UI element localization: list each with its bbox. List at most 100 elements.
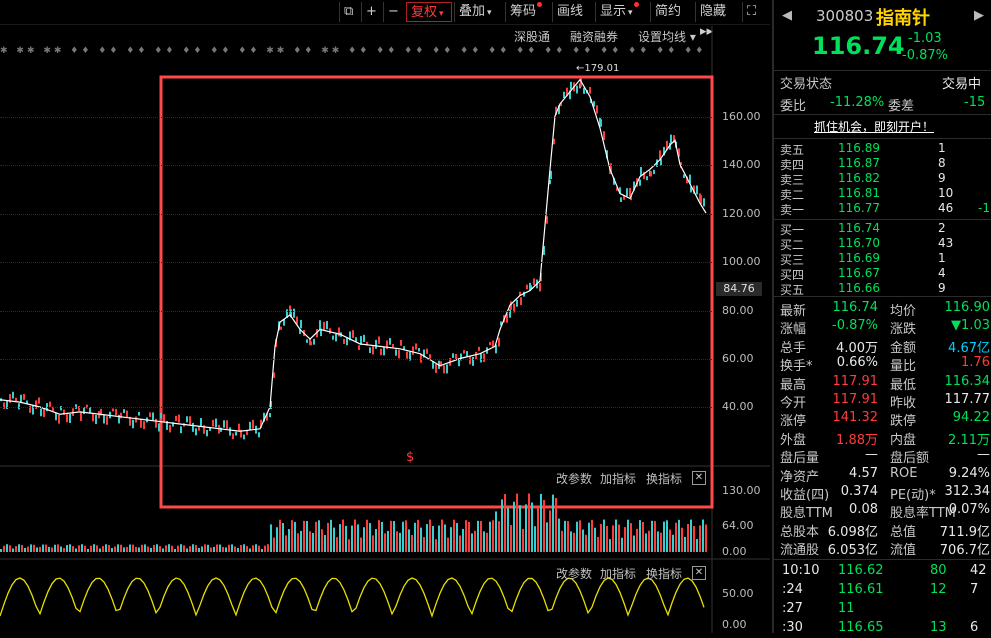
bid-row[interactable]: 买二 116.70 43 bbox=[780, 236, 954, 252]
volume-bar bbox=[684, 536, 686, 552]
huan-zhibiao-button-2[interactable]: 换指标 bbox=[646, 567, 683, 581]
volume-bar bbox=[168, 544, 170, 552]
jianyue-button[interactable]: 简约 bbox=[650, 2, 692, 22]
volume-bar bbox=[300, 530, 302, 552]
zoom-in-icon[interactable]: + bbox=[361, 2, 383, 22]
bid-row[interactable]: 买三 116.69 1 bbox=[780, 251, 946, 267]
ask-row[interactable]: 卖二 116.81 10 bbox=[780, 186, 954, 202]
volume-tick: 64.00 bbox=[722, 519, 754, 532]
candle bbox=[240, 429, 242, 438]
close-icon[interactable]: ✕ bbox=[692, 471, 706, 485]
candle bbox=[200, 418, 202, 427]
ask-row[interactable]: 卖一 116.77 46 -1 bbox=[780, 201, 990, 217]
volume-bar bbox=[276, 527, 278, 552]
volume-bar bbox=[669, 529, 671, 552]
volume-bar bbox=[234, 546, 236, 552]
candle bbox=[616, 187, 618, 191]
candle bbox=[626, 188, 628, 197]
candle bbox=[570, 81, 572, 90]
candle bbox=[212, 419, 214, 427]
volume-bar bbox=[48, 546, 50, 552]
window-icon[interactable]: ⧉ bbox=[339, 2, 361, 22]
volume-bar bbox=[198, 547, 200, 552]
open-account-link[interactable]: 抓住机会，即刻开户！ bbox=[814, 120, 935, 134]
candle bbox=[80, 412, 82, 422]
divider bbox=[774, 559, 991, 560]
chart-toolbar: ⧉ + − 复权 ▾ 叠加 ▾ 筹码 画线 显示 ▾ 简约 隐藏▸▸ ⛶ bbox=[0, 0, 770, 39]
candle bbox=[55, 412, 57, 421]
chouma-button[interactable]: 筹码 bbox=[505, 2, 549, 22]
volume-bar bbox=[225, 547, 227, 552]
volume-bar bbox=[561, 530, 563, 552]
candle bbox=[386, 340, 388, 350]
volume-bar bbox=[462, 528, 464, 552]
fullscreen-icon[interactable]: ⛶ bbox=[742, 2, 766, 22]
huaxian-button[interactable]: 画线 bbox=[552, 2, 592, 22]
close-icon-2[interactable]: ✕ bbox=[692, 566, 706, 580]
candle bbox=[273, 372, 275, 378]
fuquan-button[interactable]: 复权 ▾ bbox=[406, 2, 452, 22]
candle bbox=[115, 408, 117, 416]
y-tick-label: 120.00 bbox=[722, 207, 761, 220]
candle bbox=[510, 301, 512, 310]
dividend-icon[interactable]: $ bbox=[406, 450, 415, 465]
gai-canshu-button-2[interactable]: 改参数 bbox=[556, 567, 593, 581]
prev-stock-icon[interactable]: ◀ bbox=[782, 8, 792, 23]
candle bbox=[143, 421, 145, 430]
volume-bar bbox=[99, 548, 101, 552]
candle bbox=[38, 397, 40, 404]
volume-bar bbox=[66, 545, 68, 552]
gridline bbox=[0, 359, 712, 360]
kline-chart-area: 深股通 融资融券 设置均线 ▾ ✱ ✱✱ ✱✱ ♦♦ ♦♦ ♦♦ ♦♦ ♦♦ ♦… bbox=[0, 26, 770, 633]
candle bbox=[593, 101, 595, 107]
huan-zhibiao-button[interactable]: 换指标 bbox=[646, 472, 683, 486]
volume-bar bbox=[621, 537, 623, 552]
jia-zhibiao-button-2[interactable]: 加指标 bbox=[600, 567, 637, 581]
volume-tick: 0.00 bbox=[722, 545, 747, 558]
candle bbox=[366, 341, 368, 346]
ask-row[interactable]: 卖三 116.82 9 bbox=[780, 171, 946, 187]
candle bbox=[72, 408, 74, 416]
bid-row[interactable]: 买五 116.66 9 bbox=[780, 281, 946, 297]
jia-zhibiao-button[interactable]: 加指标 bbox=[600, 472, 637, 486]
diejia-button[interactable]: 叠加 ▾ bbox=[454, 2, 502, 22]
volume-bar bbox=[147, 546, 149, 552]
volume-bar bbox=[210, 547, 212, 552]
ask-row[interactable]: 卖五 116.89 1 bbox=[780, 141, 946, 157]
yincang-button[interactable]: 隐藏▸▸ bbox=[695, 2, 741, 39]
next-stock-icon[interactable]: ▶ bbox=[974, 8, 984, 23]
tick-row: :30 116.65 13 6 bbox=[782, 620, 979, 635]
volume-bar bbox=[423, 537, 425, 552]
candle bbox=[678, 148, 680, 157]
quote-panel: ◀ 300803 指南针 ▶ 116.74 -1.03 -0.87% 交易状态 … bbox=[772, 0, 991, 635]
gridline bbox=[0, 165, 712, 166]
volume-bar bbox=[273, 537, 275, 552]
zoom-out-icon[interactable]: − bbox=[383, 2, 405, 22]
candle bbox=[663, 146, 665, 156]
tab-shengutong[interactable]: 深股通 bbox=[514, 30, 551, 44]
gai-canshu-button[interactable]: 改参数 bbox=[556, 472, 593, 486]
candle bbox=[95, 415, 97, 424]
volume-bar bbox=[339, 524, 341, 552]
volume-bar bbox=[246, 546, 248, 552]
volume-bar bbox=[372, 535, 374, 552]
volume-bar bbox=[150, 547, 152, 552]
volume-bar bbox=[402, 521, 404, 552]
candle bbox=[596, 105, 598, 114]
bid-row[interactable]: 买四 116.67 4 bbox=[780, 266, 946, 282]
ask-row[interactable]: 卖四 116.87 8 bbox=[780, 156, 946, 172]
volume-bar bbox=[288, 529, 290, 552]
candle bbox=[540, 273, 542, 282]
volume-bar bbox=[264, 545, 266, 552]
tab-shezhi-junxian[interactable]: 设置均线 ▾ bbox=[638, 30, 696, 44]
volume-bar bbox=[240, 545, 242, 552]
candle bbox=[149, 412, 151, 417]
tab-rongzirongquan[interactable]: 融资融券 bbox=[570, 30, 619, 44]
volume-bar bbox=[201, 546, 203, 552]
bid-row[interactable]: 买一 116.74 2 bbox=[780, 221, 946, 237]
volume-bar bbox=[501, 499, 503, 552]
candle bbox=[546, 216, 548, 224]
volume-bar bbox=[651, 520, 653, 552]
candle bbox=[526, 284, 528, 290]
xianshi-button[interactable]: 显示 ▾ bbox=[595, 2, 647, 22]
